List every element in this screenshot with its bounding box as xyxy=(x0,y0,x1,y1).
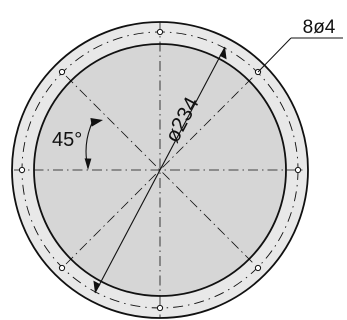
hole-callout-leader xyxy=(257,37,343,73)
hole-callout: 8ø4 xyxy=(303,17,336,38)
bolt-hole xyxy=(156,304,164,312)
diameter-dimension-line xyxy=(94,46,226,294)
diagonal-centerline-b xyxy=(65,75,255,265)
diameter-arrow-bottom xyxy=(93,280,101,293)
diameter-dimension xyxy=(93,46,227,294)
angle-label: 45° xyxy=(52,129,82,151)
bolt-hole xyxy=(294,166,302,174)
angle-arrow-bottom xyxy=(84,158,92,170)
bolt-hole xyxy=(58,264,66,272)
angle-arrow-top xyxy=(90,118,103,127)
diameter-arrow-top xyxy=(219,47,227,60)
angle-dimension xyxy=(84,118,103,170)
bolt-hole xyxy=(58,68,66,76)
bolt-hole xyxy=(156,28,164,36)
bolt-hole xyxy=(254,264,262,272)
leader-line xyxy=(257,37,292,73)
bolt-hole xyxy=(18,166,26,174)
diagonal-centerline-a xyxy=(65,75,255,265)
